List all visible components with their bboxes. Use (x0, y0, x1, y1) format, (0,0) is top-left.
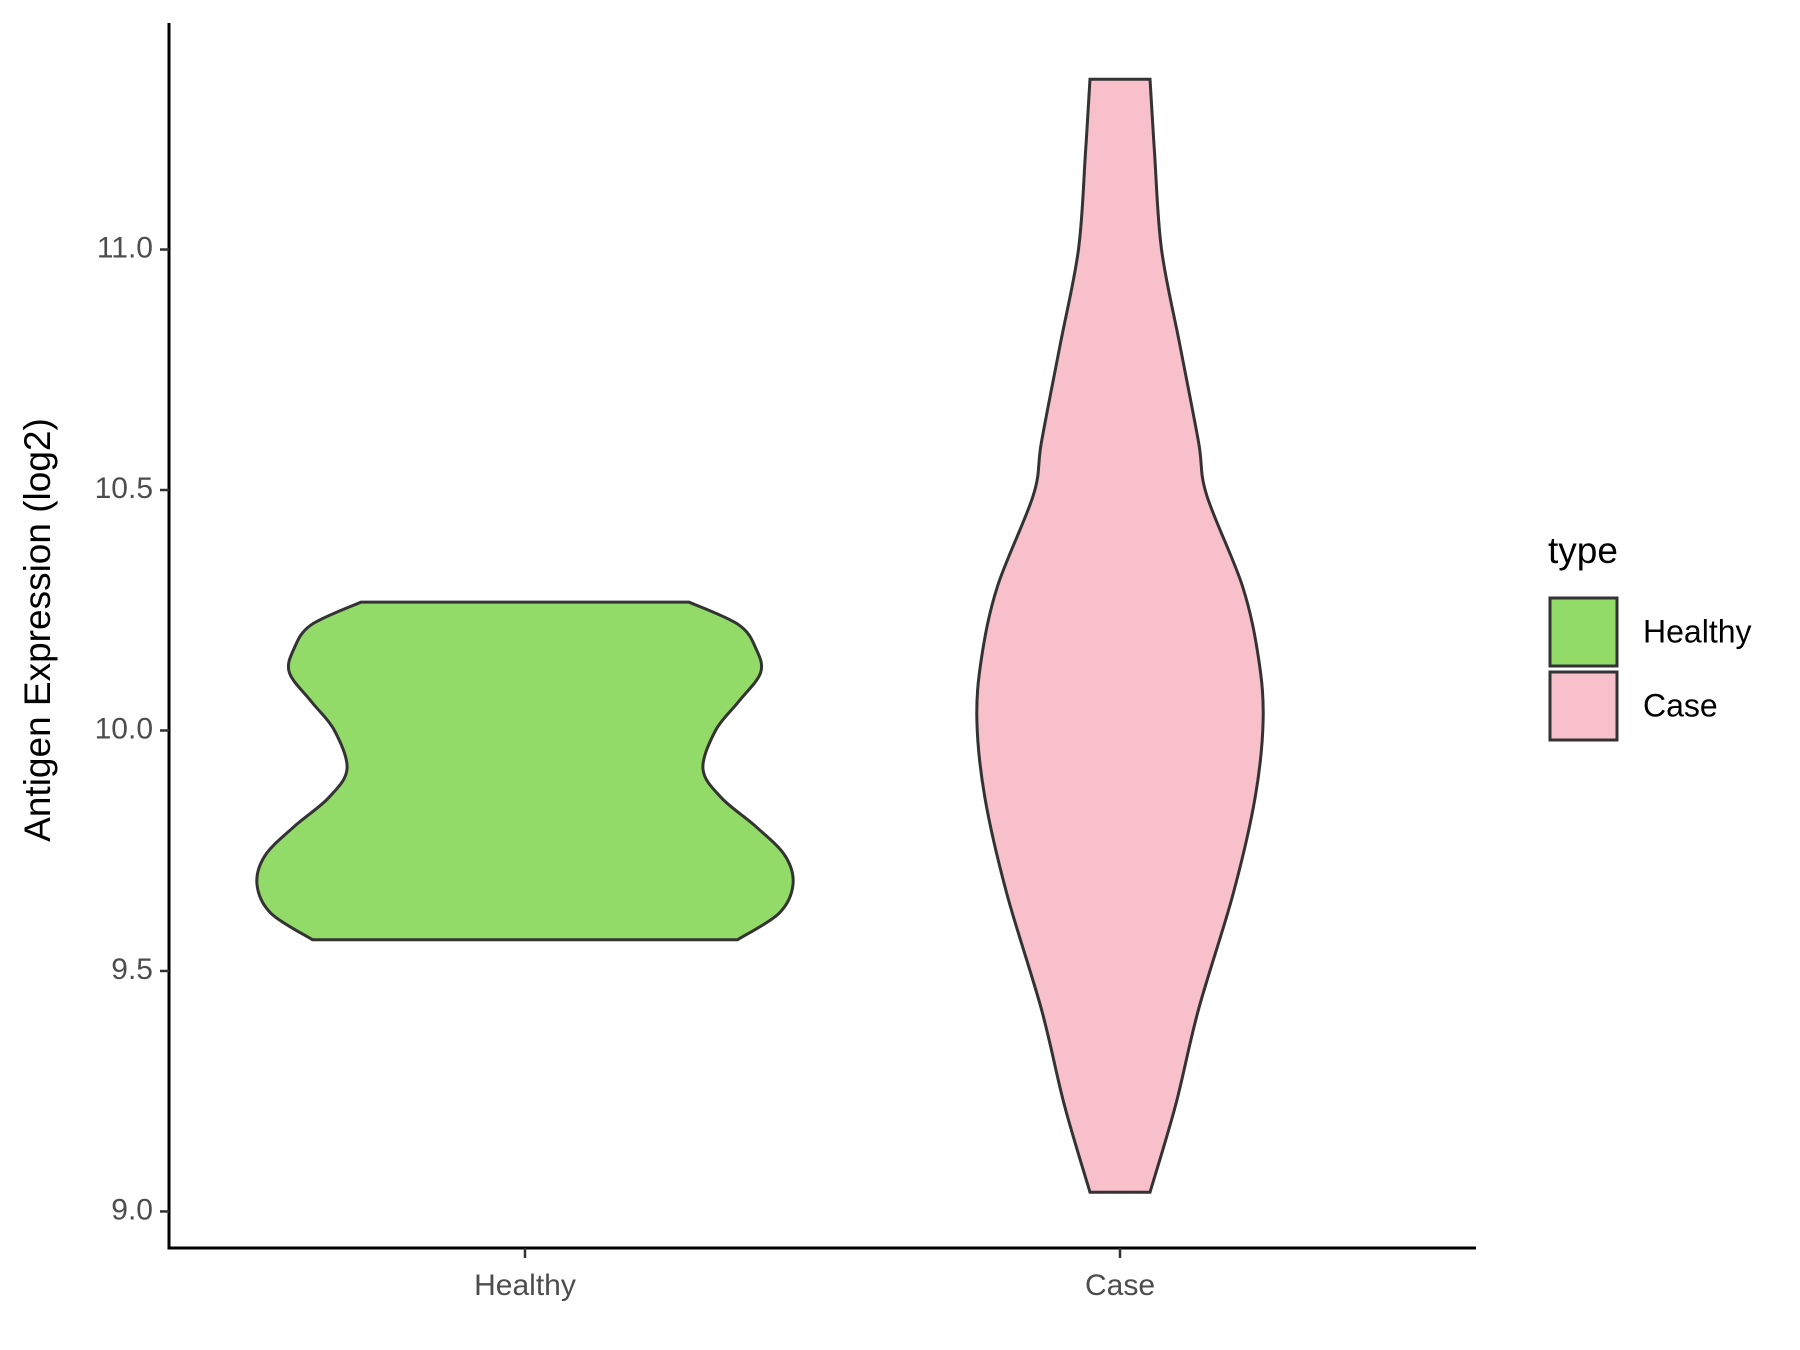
y-tick-label: 9.5 (111, 953, 153, 986)
legend-title: type (1548, 530, 1618, 571)
y-tick-label: 10.0 (95, 712, 153, 745)
x-tick-label: Healthy (474, 1269, 576, 1302)
legend-key (1548, 670, 1619, 742)
violin (975, 77, 1265, 1194)
y-axis-title: Antigen Expression (log2) (17, 418, 58, 842)
x-tick-label: Case (1085, 1269, 1155, 1302)
y-tick-label: 11.0 (97, 231, 153, 264)
violin (255, 600, 795, 942)
legend-key (1548, 596, 1619, 668)
y-tick-label: 9.0 (111, 1193, 153, 1226)
legend-label: Healthy (1643, 613, 1752, 649)
y-tick-label: 10.5 (95, 472, 153, 505)
legend-label: Case (1643, 687, 1718, 723)
